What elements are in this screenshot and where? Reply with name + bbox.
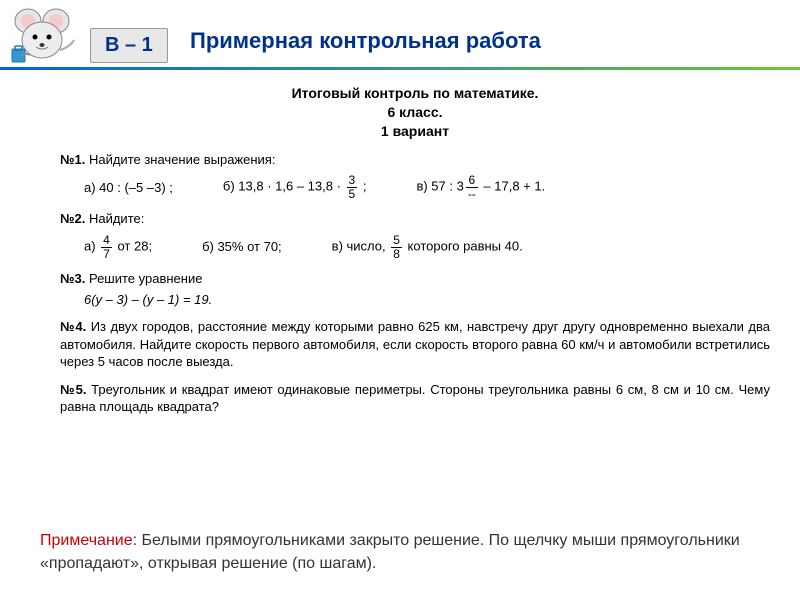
fraction-icon: 6-- — [466, 174, 478, 200]
fraction-icon: 35 — [347, 174, 358, 200]
frac-den: 8 — [391, 248, 402, 261]
frac-den: 7 — [101, 248, 112, 261]
heading-line-1: Итоговый контроль по математике. — [60, 84, 770, 103]
task-1-label: №1. — [60, 152, 85, 167]
task-1-c-prefix: в) 57 : 3 — [416, 179, 463, 194]
task-1-b: б) 13,8 · 1,6 – 13,8 · 35 ; — [223, 174, 367, 200]
fraction-icon: 47 — [101, 234, 112, 260]
task-1-a: а) 40 : (–5 –3) ; — [84, 179, 173, 197]
task-2-a-prefix: а) — [84, 238, 99, 253]
task-1-c-suffix: – 17,8 + 1. — [480, 179, 545, 194]
task-1: №1. Найдите значение выражения: а) 40 : … — [60, 151, 770, 201]
heading-line-3: 1 вариант — [60, 122, 770, 141]
footnote: Примечание: Белыми прямоугольниками закр… — [40, 530, 760, 575]
task-2: №2. Найдите: а) 47 от 28; б) 35% от 70; … — [60, 210, 770, 260]
task-1-c: в) 57 : 36-- – 17,8 + 1. — [416, 174, 545, 200]
task-4-label: №4. — [60, 319, 86, 334]
frac-den: 5 — [347, 188, 358, 201]
task-2-c-suffix: которого равны 40. — [404, 238, 523, 253]
task-2-c-prefix: в) число, — [332, 238, 390, 253]
task-1-b-prefix: б) 13,8 · 1,6 – 13,8 · — [223, 179, 345, 194]
task-3: №3. Решите уравнение 6(y – 3) – (y – 1) … — [60, 270, 770, 308]
footnote-text: : Белыми прямоугольниками закрыто решени… — [40, 532, 740, 571]
frac-num: 4 — [101, 234, 112, 248]
task-2-c: в) число, 58 которого равны 40. — [332, 234, 523, 260]
heading-line-2: 6 класс. — [60, 103, 770, 122]
task-2-label: №2. — [60, 211, 85, 226]
footnote-label: Примечание — [40, 532, 133, 549]
frac-num: 3 — [347, 174, 358, 188]
header: В – 1 Примерная контрольная работа — [0, 0, 800, 70]
task-2-a-suffix: от 28; — [114, 238, 152, 253]
task-2-b: б) 35% от 70; — [202, 238, 282, 256]
task-3-label: №3. — [60, 271, 85, 286]
task-5-text: Треугольник и квадрат имеют одинаковые п… — [60, 382, 770, 415]
task-3-eq: 6(y – 3) – (y – 1) = 19. — [84, 291, 770, 309]
page-title: Примерная контрольная работа — [190, 28, 541, 54]
task-2-parts: а) 47 от 28; б) 35% от 70; в) число, 58 … — [84, 234, 770, 260]
task-1-parts: а) 40 : (–5 –3) ; б) 13,8 · 1,6 – 13,8 ·… — [84, 174, 770, 200]
fraction-icon: 58 — [391, 234, 402, 260]
task-4: №4. Из двух городов, расстояние между ко… — [60, 318, 770, 371]
doc-heading: Итоговый контроль по математике. 6 класс… — [60, 84, 770, 141]
document-body: Итоговый контроль по математике. 6 класс… — [0, 70, 800, 434]
task-4-text: Из двух городов, расстояние между которы… — [60, 319, 770, 369]
task-1-text: Найдите значение выражения: — [89, 152, 275, 167]
frac-num: 5 — [391, 234, 402, 248]
mouse-illustration — [8, 5, 78, 67]
task-2-text: Найдите: — [89, 211, 144, 226]
variant-badge: В – 1 — [90, 28, 168, 63]
task-5-label: №5. — [60, 382, 86, 397]
frac-num: 6 — [466, 174, 478, 188]
task-2-a: а) 47 от 28; — [84, 234, 152, 260]
frac-den: -- — [466, 188, 478, 201]
task-1-b-suffix: ; — [359, 179, 366, 194]
task-5: №5. Треугольник и квадрат имеют одинаков… — [60, 381, 770, 416]
task-3-text: Решите уравнение — [89, 271, 202, 286]
